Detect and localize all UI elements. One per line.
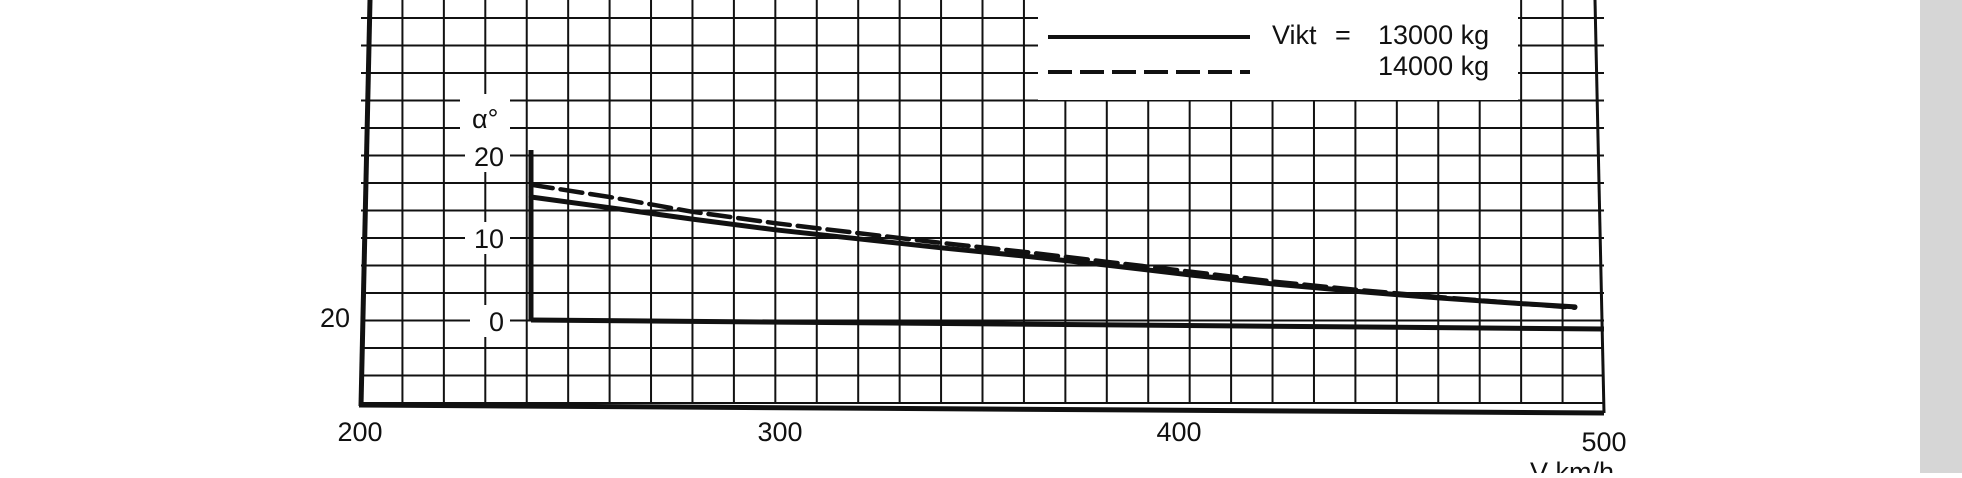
x-axis-line — [358, 402, 1605, 416]
outer-ytick-bg — [310, 300, 352, 336]
legend: Vikt = 13000 kg 14000 kg — [1038, 0, 1518, 100]
y-tick-label-0: 0 — [489, 307, 504, 337]
ytick-bg-10 — [465, 222, 510, 254]
legend-entry-14000: 14000 kg — [1378, 51, 1489, 81]
legend-prefix: Vikt — [1272, 20, 1317, 50]
ytick-bg-20 — [465, 140, 510, 172]
x-axis-label: V km/h — [1530, 457, 1614, 473]
right-frame-line — [1593, 0, 1606, 414]
legend-equals: = — [1335, 20, 1351, 50]
legend-entry-13000: 13000 kg — [1378, 20, 1489, 50]
x-tick-label-400: 400 — [1156, 417, 1201, 447]
y-tick-label-20: 20 — [474, 142, 504, 172]
y-axis-label: α° — [472, 104, 498, 134]
vertical-scrollbar[interactable] — [1920, 0, 1962, 473]
grid — [361, 0, 1604, 404]
x-tick-label-300: 300 — [757, 417, 802, 447]
outer-left-axis — [358, 0, 373, 407]
legend-background — [1038, 0, 1518, 100]
outer-y-tick-label: 20 — [320, 303, 350, 333]
chart-frame — [358, 0, 1606, 416]
x-tick-label-500: 500 — [1581, 427, 1626, 457]
series-line-13000-kg — [528, 194, 1578, 310]
chart-figure: Vikt = 13000 kg 14000 kg α° 20 10 0 20 2… — [310, 0, 1627, 478]
chart-svg: Vikt = 13000 kg 14000 kg α° 20 10 0 20 2… — [310, 0, 1627, 478]
series-line-14000-kg — [528, 182, 1578, 310]
x-tick-label-200: 200 — [337, 417, 382, 447]
series-layer — [528, 182, 1578, 310]
alpha-zero-line — [530, 317, 1605, 332]
axes-labels: α° 20 10 0 20 200 300 400 500 V km/h — [310, 94, 1627, 478]
ylabel-background — [460, 94, 510, 142]
y-tick-label-10: 10 — [474, 224, 504, 254]
ytick-bg-0 — [470, 305, 510, 337]
